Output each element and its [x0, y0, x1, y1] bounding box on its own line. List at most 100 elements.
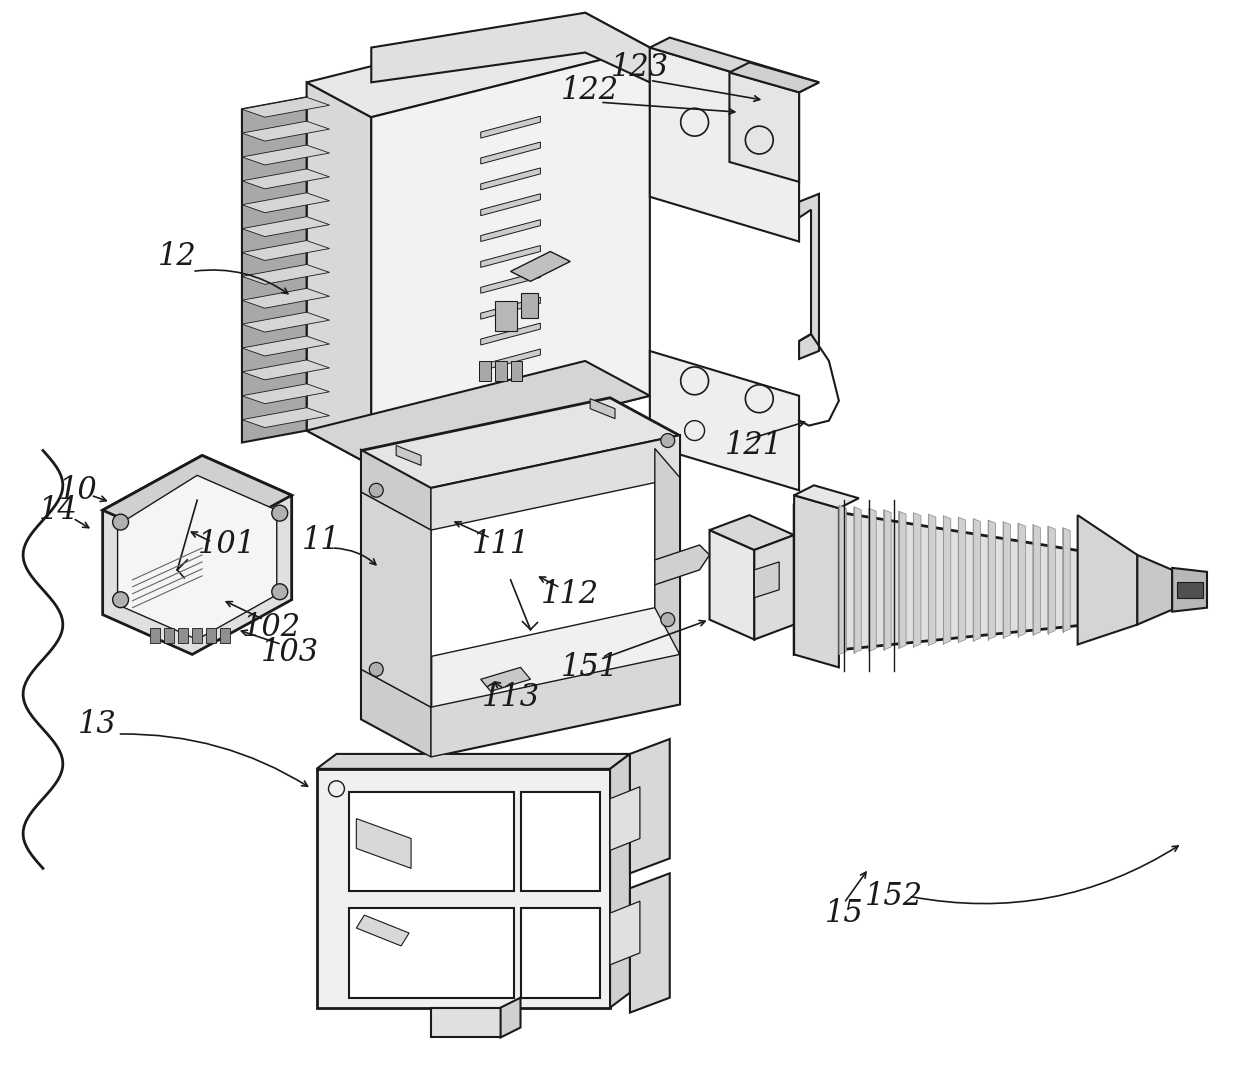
Polygon shape — [361, 397, 680, 488]
Polygon shape — [103, 455, 291, 654]
Polygon shape — [481, 220, 541, 242]
Polygon shape — [356, 819, 412, 868]
Polygon shape — [481, 323, 541, 345]
Polygon shape — [242, 121, 306, 149]
Polygon shape — [501, 998, 521, 1038]
Polygon shape — [1048, 526, 1055, 634]
Polygon shape — [242, 217, 330, 236]
Polygon shape — [396, 445, 422, 465]
Polygon shape — [973, 518, 981, 641]
Polygon shape — [869, 509, 877, 651]
Polygon shape — [242, 97, 306, 125]
Polygon shape — [242, 169, 306, 197]
Text: 151: 151 — [560, 652, 619, 683]
Bar — [179, 627, 188, 644]
Polygon shape — [306, 360, 650, 465]
Text: 122: 122 — [560, 75, 619, 106]
Polygon shape — [650, 351, 799, 490]
Bar — [1177, 582, 1203, 598]
Polygon shape — [242, 337, 330, 356]
Polygon shape — [242, 265, 306, 292]
Text: 101: 101 — [198, 529, 257, 561]
Circle shape — [272, 505, 288, 522]
Polygon shape — [481, 391, 531, 406]
Bar — [479, 360, 491, 381]
Polygon shape — [432, 436, 680, 757]
Polygon shape — [371, 13, 650, 83]
Circle shape — [370, 484, 383, 498]
Text: 112: 112 — [541, 579, 599, 610]
Text: 103: 103 — [260, 637, 319, 668]
Polygon shape — [590, 399, 615, 418]
Polygon shape — [361, 670, 432, 757]
Text: 12: 12 — [157, 241, 197, 272]
Polygon shape — [1018, 523, 1025, 637]
Polygon shape — [929, 514, 936, 646]
Polygon shape — [432, 654, 680, 757]
Polygon shape — [610, 754, 630, 1007]
Polygon shape — [1033, 525, 1040, 635]
Polygon shape — [630, 739, 670, 873]
Polygon shape — [391, 476, 432, 657]
Polygon shape — [899, 511, 906, 648]
Polygon shape — [1063, 527, 1070, 632]
Polygon shape — [432, 1007, 501, 1038]
Polygon shape — [944, 516, 951, 644]
Polygon shape — [481, 117, 541, 138]
Bar — [150, 627, 160, 644]
Bar — [192, 627, 202, 644]
Polygon shape — [242, 383, 330, 404]
Bar — [495, 360, 507, 381]
Polygon shape — [242, 360, 306, 388]
Bar — [521, 792, 600, 891]
Polygon shape — [371, 48, 650, 465]
Polygon shape — [794, 486, 859, 509]
Polygon shape — [481, 668, 531, 692]
Circle shape — [113, 514, 129, 530]
Bar — [350, 908, 513, 998]
Polygon shape — [361, 451, 432, 757]
Polygon shape — [242, 360, 330, 380]
Polygon shape — [242, 289, 306, 316]
Polygon shape — [103, 455, 291, 550]
Bar — [219, 627, 229, 644]
Polygon shape — [481, 348, 541, 371]
Polygon shape — [242, 337, 306, 364]
Polygon shape — [650, 48, 799, 242]
Polygon shape — [754, 535, 794, 639]
Text: 121: 121 — [725, 430, 784, 461]
Text: 102: 102 — [243, 612, 301, 644]
Polygon shape — [242, 97, 306, 442]
Circle shape — [661, 613, 675, 626]
Polygon shape — [1078, 515, 1137, 645]
Polygon shape — [794, 505, 1137, 654]
Circle shape — [272, 584, 288, 600]
Polygon shape — [242, 313, 306, 340]
Polygon shape — [242, 121, 330, 142]
Polygon shape — [914, 513, 921, 647]
Polygon shape — [242, 193, 306, 221]
Text: 13: 13 — [78, 709, 117, 739]
Polygon shape — [650, 38, 818, 93]
Polygon shape — [242, 313, 330, 332]
Polygon shape — [481, 142, 541, 164]
Polygon shape — [610, 902, 640, 965]
Polygon shape — [316, 754, 630, 769]
Polygon shape — [481, 194, 541, 216]
Polygon shape — [432, 436, 680, 530]
Polygon shape — [242, 193, 330, 212]
Text: 14: 14 — [38, 494, 77, 526]
Polygon shape — [316, 769, 610, 1007]
Polygon shape — [630, 873, 670, 1013]
Polygon shape — [839, 505, 847, 654]
Text: 111: 111 — [471, 529, 529, 561]
Bar — [206, 627, 216, 644]
Polygon shape — [242, 217, 306, 245]
Polygon shape — [709, 530, 754, 639]
Polygon shape — [356, 915, 409, 946]
Polygon shape — [729, 73, 799, 182]
Polygon shape — [1137, 555, 1172, 625]
Polygon shape — [481, 245, 541, 268]
Circle shape — [661, 433, 675, 448]
Polygon shape — [242, 241, 330, 260]
